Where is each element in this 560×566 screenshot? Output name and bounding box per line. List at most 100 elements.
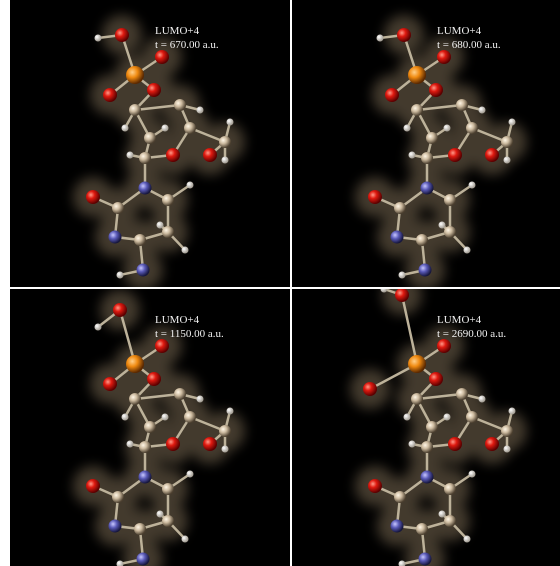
atom <box>404 125 411 132</box>
atom <box>113 303 127 317</box>
atom <box>504 446 511 453</box>
atom <box>437 50 451 64</box>
atom <box>174 388 186 400</box>
atom <box>182 247 189 254</box>
atom <box>501 136 513 148</box>
atom <box>162 226 174 238</box>
atom <box>464 247 471 254</box>
atom <box>155 339 169 353</box>
panel: LUMO+4t = 1150.00 a.u. <box>10 289 290 566</box>
atom <box>127 441 134 448</box>
atom <box>408 355 426 373</box>
atom <box>134 234 146 246</box>
atom <box>184 122 196 134</box>
atom <box>456 388 468 400</box>
atom <box>137 264 150 277</box>
atom <box>137 553 150 566</box>
atom <box>504 157 511 164</box>
atom <box>466 411 478 423</box>
atom <box>134 523 146 535</box>
atom <box>95 324 102 331</box>
atom <box>429 83 443 97</box>
atom <box>157 511 164 518</box>
atom <box>429 372 443 386</box>
atom <box>395 288 409 302</box>
atom <box>166 148 180 162</box>
panel: LUMO+4t = 670.00 a.u. <box>10 0 290 290</box>
atom <box>112 491 124 503</box>
atom <box>157 222 164 229</box>
atom <box>197 107 204 114</box>
atom <box>391 520 404 533</box>
atom <box>416 234 428 246</box>
atom <box>222 446 229 453</box>
atom <box>227 119 234 126</box>
atom <box>409 152 416 159</box>
panel: LUMO+4t = 2690.00 a.u. <box>292 275 560 566</box>
atom <box>397 28 411 42</box>
atom <box>411 393 423 405</box>
atom <box>444 194 456 206</box>
atom <box>385 88 399 102</box>
atom <box>95 35 102 42</box>
atom <box>86 479 100 493</box>
atom <box>485 437 499 451</box>
atom <box>509 119 516 126</box>
atom <box>197 396 204 403</box>
atom <box>219 425 231 437</box>
atom <box>147 372 161 386</box>
atom <box>219 136 231 148</box>
atom <box>126 66 144 84</box>
figure: LUMO+4t = 670.00 a.u. LUMO+4 t = 680.00 a.… <box>0 0 560 566</box>
atom <box>139 441 151 453</box>
atom <box>203 148 217 162</box>
atom <box>184 411 196 423</box>
atom <box>117 272 124 279</box>
atom <box>147 83 161 97</box>
atom <box>394 491 406 503</box>
atom <box>426 132 438 144</box>
atom <box>466 122 478 134</box>
atom <box>421 182 434 195</box>
atom <box>394 202 406 214</box>
atom <box>174 99 186 111</box>
atom <box>162 483 174 495</box>
atom <box>444 414 451 421</box>
atom <box>469 471 476 478</box>
atom <box>103 88 117 102</box>
atom <box>115 28 129 42</box>
atom <box>416 523 428 535</box>
atom <box>421 441 433 453</box>
atom <box>187 471 194 478</box>
atom <box>127 152 134 159</box>
atom <box>368 479 382 493</box>
atom <box>368 190 382 204</box>
atom <box>377 35 384 42</box>
atom <box>122 125 129 132</box>
atom <box>222 157 229 164</box>
time-label: t = 680.00 a.u. <box>437 39 501 51</box>
atom <box>363 382 377 396</box>
atom <box>419 553 432 566</box>
atom <box>444 515 456 527</box>
atom <box>464 536 471 543</box>
atom <box>421 471 434 484</box>
atom <box>129 104 141 116</box>
atom <box>203 437 217 451</box>
atom <box>444 483 456 495</box>
atom <box>501 425 513 437</box>
atom <box>456 99 468 111</box>
atom <box>162 194 174 206</box>
atom <box>103 377 117 391</box>
atom <box>122 414 129 421</box>
atom <box>227 408 234 415</box>
atom <box>448 437 462 451</box>
atom <box>509 408 516 415</box>
atom <box>469 182 476 189</box>
atom <box>162 515 174 527</box>
atom <box>129 393 141 405</box>
atom <box>419 264 432 277</box>
atom <box>144 421 156 433</box>
orbital-label: LUMO+4 <box>437 25 482 37</box>
atom <box>479 107 486 114</box>
